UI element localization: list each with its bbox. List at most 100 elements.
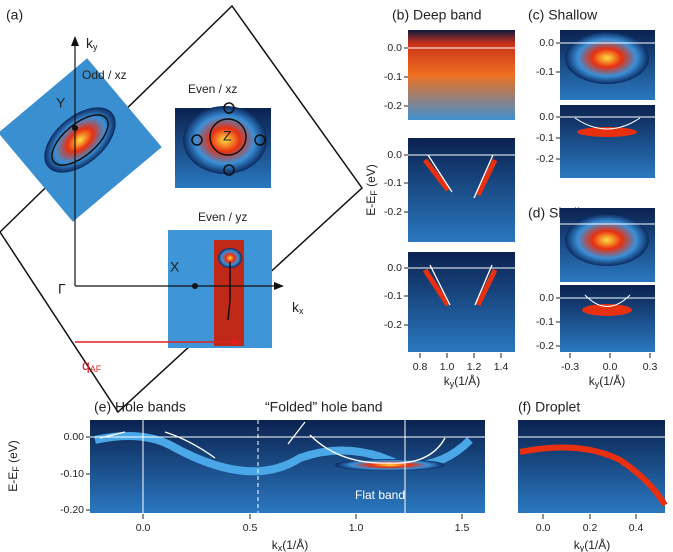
x-label: X (170, 259, 180, 275)
label-sub: y (595, 379, 600, 389)
pocket (223, 164, 235, 176)
label-sub: y (580, 543, 585, 552)
gamma-label: Γ (58, 281, 66, 297)
label-rest: (eV) (364, 164, 378, 190)
y-tick-label: -0.20 (60, 504, 84, 516)
y-tick-label: 0.0 (387, 149, 402, 161)
x-axis-label: kx(1/Å) (272, 537, 309, 552)
spectrum (408, 252, 515, 352)
panel-label: (f) Droplet (518, 399, 580, 415)
x-tick-label: -0.3 (561, 361, 579, 373)
band (519, 444, 668, 507)
x-tick-label: 1.2 (467, 361, 482, 373)
band-fit (427, 154, 494, 306)
label-sub: x (278, 543, 283, 552)
y-tick-label: -0.1 (384, 177, 402, 189)
x-axis-label: ky(1/Å) (444, 373, 481, 389)
label-sub: F (369, 190, 379, 196)
panel-label: (c) Shallow (528, 7, 598, 23)
q-label: qAF (82, 357, 102, 375)
inset-label: Odd / xz (82, 68, 127, 82)
x-tick-label: 0.5 (243, 522, 258, 534)
x-tick-label: 0.0 (136, 522, 151, 534)
y-tick-label: 0.0 (387, 262, 402, 274)
y-tick-label: 0.00 (64, 431, 85, 443)
flat-band-label: Flat band (355, 488, 405, 502)
band (422, 158, 498, 307)
x-tick-label: 1.0 (440, 361, 455, 373)
y-tick-label: -0.1 (536, 316, 554, 328)
label-main: k (444, 374, 451, 388)
arrow-head (274, 282, 284, 290)
intensity (577, 127, 637, 137)
axis-main: k (292, 299, 300, 315)
y-tick-label: -0.10 (60, 468, 84, 480)
panel-label: (e) Hole bands (94, 399, 186, 415)
pocket (191, 134, 203, 146)
y-tick-label: -0.2 (384, 319, 402, 331)
spectrum (560, 285, 655, 352)
intensity (565, 214, 649, 266)
x-point (192, 283, 198, 289)
q-main: q (82, 357, 90, 373)
y-tick-label: -0.2 (536, 153, 554, 165)
pointer (287, 421, 306, 445)
z-label: Z (223, 128, 232, 144)
spectrum (408, 30, 515, 120)
x-tick-label: 0.0 (536, 522, 551, 534)
y-axis-label: E-EF (eV) (364, 164, 379, 216)
panel-e: (e) Hole bands “Folded” hole band Flat b… (6, 399, 485, 552)
inset-label: Even / xz (188, 82, 237, 96)
contour (227, 262, 231, 321)
y-point (72, 125, 78, 131)
inset-odd-xz (0, 58, 162, 222)
label-main: E-E (6, 472, 20, 492)
label-rest: (1/Å) (282, 537, 308, 552)
label-main: k (589, 374, 596, 388)
pocket (223, 102, 235, 114)
label-sub: y (450, 379, 455, 389)
y-tick-label: -0.1 (384, 290, 402, 302)
intensity (183, 106, 267, 174)
label-rest: (1/Å) (584, 537, 610, 552)
axis-sub: x (299, 306, 304, 316)
q-sub: AF (90, 364, 102, 374)
y-tick-label: -0.1 (536, 66, 554, 78)
spectrum (560, 105, 655, 178)
panel-c: (c) Shallow (528, 7, 655, 178)
x-tick-label: 1.4 (494, 361, 509, 373)
brillouin-zone (0, 4, 363, 414)
y-tick-label: 0.0 (539, 111, 554, 123)
y-axis-label: E-EF (eV) (6, 440, 21, 492)
x-tick-label: 0.2 (583, 522, 598, 534)
y-tick-label: -0.1 (384, 71, 402, 83)
spectrum (518, 420, 665, 513)
x-axis-label: ky(1/Å) (574, 537, 611, 552)
panel-d: (d) Shallow ky(1/Å) (528, 205, 655, 389)
fermi-circle (209, 118, 247, 156)
axis-main: k (86, 35, 94, 51)
y-tick-label: -0.2 (384, 100, 402, 112)
axis-label: kx (292, 299, 304, 317)
panel-f: (f) Droplet ky(1/Å) (518, 399, 668, 552)
x-tick-label: 0.4 (629, 522, 644, 534)
intensity (218, 248, 242, 268)
x-tick-label: 0.8 (413, 361, 428, 373)
flat-band (335, 459, 445, 471)
arrow-head (232, 338, 242, 346)
spectrum (408, 138, 515, 242)
y-tick-label: 0.0 (539, 292, 554, 304)
label-rest: (1/Å) (599, 373, 625, 388)
y-tick-label: -0.2 (536, 340, 554, 352)
panel-label: (b) Deep band (392, 7, 482, 23)
x-tick-label: 1.5 (455, 522, 470, 534)
x-tick-label: 0.3 (643, 361, 658, 373)
y-tick-label: -0.2 (384, 206, 402, 218)
x-tick-label: 0.0 (603, 361, 618, 373)
arrow-head (71, 36, 79, 46)
inset-label: Even / yz (198, 210, 247, 224)
y-tick-label: 0.0 (387, 42, 402, 54)
label-rest: (1/Å) (454, 373, 480, 388)
y-tick-label: 0.0 (539, 37, 554, 49)
